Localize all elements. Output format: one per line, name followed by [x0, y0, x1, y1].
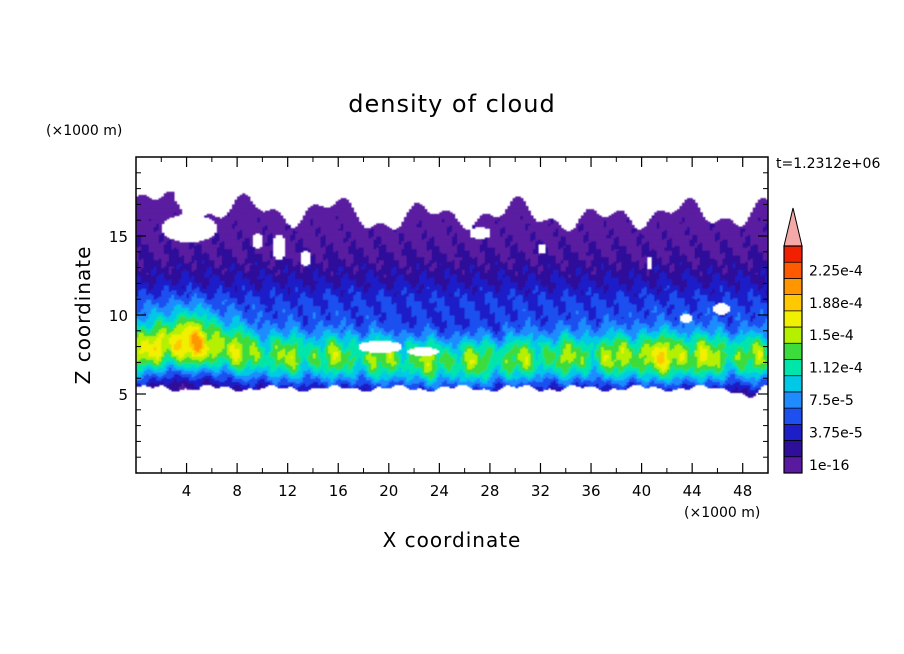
y-axis-ticks: 5 10 15: [109, 172, 768, 458]
y-tick-label: 10: [109, 307, 128, 325]
colorbar-swatch: [784, 359, 802, 377]
colorbar-swatch: [784, 408, 802, 425]
colorbar-swatch: [784, 262, 802, 279]
time-label: t=1.2312e+06: [776, 156, 880, 172]
colorbar-swatch: [784, 294, 802, 312]
colorbar: 1e-16 3.75e-5 7.5e-5 1.12e-4 1.5e-4 1.88e-4 2.…: [783, 207, 863, 474]
x-tick-label: 8: [232, 482, 242, 500]
colorbar-swatch: [784, 440, 802, 458]
y-tick-label: 15: [109, 228, 128, 246]
x-tick-label: 12: [278, 482, 297, 500]
x-tick-label: 16: [329, 482, 348, 500]
colorbar-label: 1.88e-4: [809, 296, 863, 312]
x-tick-label: 32: [531, 482, 550, 500]
colorbar-label: 1.5e-4: [809, 328, 854, 344]
density-field: [136, 191, 768, 398]
colorbar-swatch: [784, 343, 802, 360]
colorbar-label: 1.12e-4: [809, 361, 863, 377]
colorbar-swatch: [784, 375, 802, 393]
colorbar-label: 7.5e-5: [809, 393, 854, 409]
colorbar-swatch: [784, 310, 802, 328]
colorbar-label: 3.75e-5: [809, 425, 863, 441]
x-tick-label: 24: [430, 482, 449, 500]
colorbar-label: 1e-16: [809, 458, 849, 474]
x-tick-label: 44: [683, 482, 702, 500]
colorbar-swatch: [784, 424, 802, 441]
x-axis-ticks: 4 8 12 16 20 24 28 32 36 40 44 48: [160, 157, 752, 500]
colorbar-swatch: [784, 278, 802, 295]
colorbar-label: 2.25e-4: [809, 263, 863, 279]
x-tick-label: 40: [632, 482, 651, 500]
y-axis-label: Z coordinate: [71, 246, 95, 385]
colorbar-swatch: [784, 391, 802, 409]
chart-title: density of cloud: [348, 90, 555, 118]
colorbar-frame: [783, 245, 803, 474]
x-tick-label: 28: [480, 482, 499, 500]
colorbar-overflow-arrow: [783, 207, 803, 247]
colorbar-swatch: [784, 246, 802, 263]
y-tick-label: 5: [118, 386, 128, 404]
x-tick-label: 20: [379, 482, 398, 500]
y-unit-label: (×1000 m): [46, 123, 122, 139]
colorbar-swatch: [784, 327, 802, 344]
x-tick-label: 4: [182, 482, 192, 500]
x-unit-label: (×1000 m): [684, 505, 760, 521]
colorbar-swatch: [784, 456, 802, 474]
x-tick-label: 48: [733, 482, 752, 500]
x-tick-label: 36: [581, 482, 600, 500]
x-axis-label: X coordinate: [383, 528, 522, 552]
